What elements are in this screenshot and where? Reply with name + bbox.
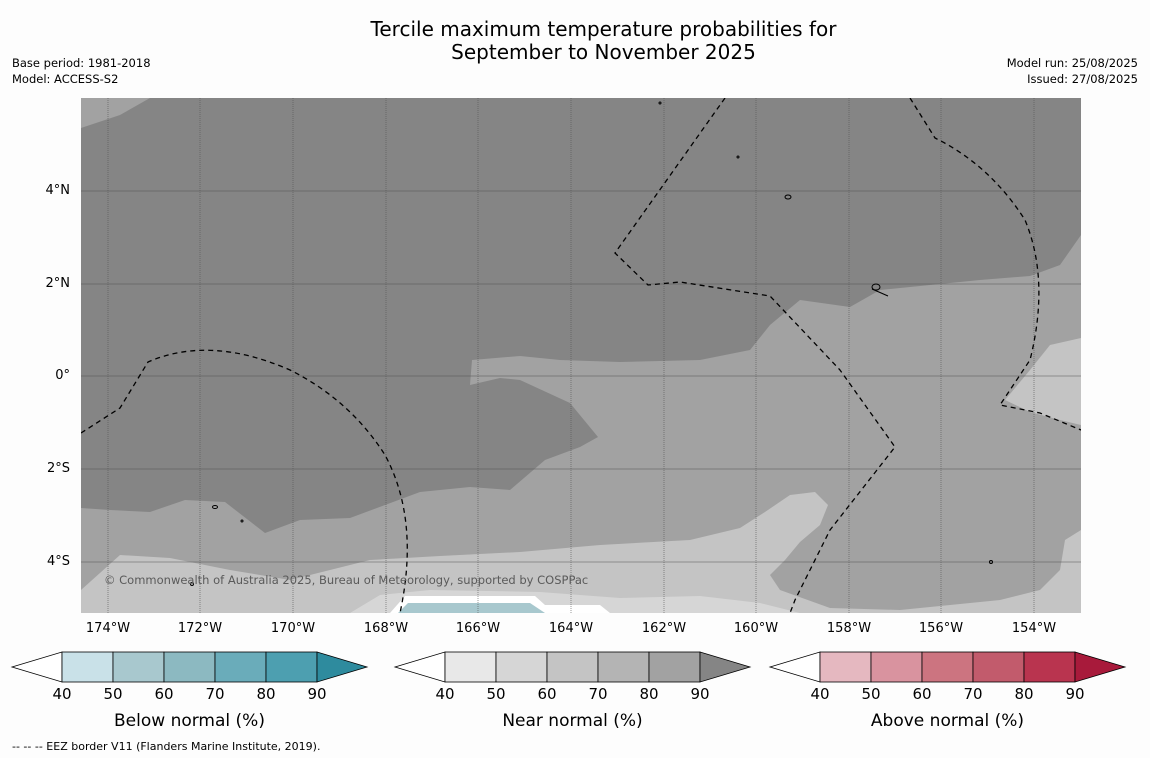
lon-label: 166°W xyxy=(455,621,501,636)
region-near-70 xyxy=(81,492,1081,613)
colorbar-segment xyxy=(495,651,548,683)
colorbar-segment xyxy=(112,651,165,683)
colorbar-tick-label: 90 xyxy=(307,685,326,703)
colorbar-tick-label: 70 xyxy=(588,685,607,703)
colorbar-segment xyxy=(265,651,318,683)
colorbar-tick-label: 80 xyxy=(639,685,658,703)
colorbar-title: Near normal (%) xyxy=(502,711,642,731)
lon-label: 154°W xyxy=(1011,621,1057,636)
colorbar-segment xyxy=(921,651,974,683)
model-text: Model: ACCESS-S2 xyxy=(12,72,119,86)
lat-label: 4°N xyxy=(45,183,71,198)
colorbar-segment xyxy=(870,651,923,683)
region-near-80-nw xyxy=(81,98,150,128)
colorbar-segment xyxy=(444,651,497,683)
region-near-80 xyxy=(81,235,1081,613)
region-near-70-east xyxy=(1005,338,1081,425)
colorbar-low-arrow xyxy=(768,651,821,683)
title-line-1: Tercile maximum temperature probabilitie… xyxy=(370,17,837,41)
base-period-text: Base period: 1981-2018 xyxy=(12,56,151,70)
colorbar-2: 40 50 60 70 80 90 Above normal (%) xyxy=(768,651,1127,731)
colorbar-tick-label: 50 xyxy=(103,685,122,703)
lat-label: 2°N xyxy=(45,276,71,291)
meta-left: Base period: 1981-2018 Model: ACCESS-S2 xyxy=(12,55,151,87)
lat-label: 2°S xyxy=(46,461,70,476)
colorbar-segment xyxy=(972,651,1025,683)
colorbar-tick-label: 40 xyxy=(435,685,454,703)
title-line-2: September to November 2025 xyxy=(451,40,756,64)
colorbar-tick-label: 40 xyxy=(52,685,71,703)
eez-borders xyxy=(81,98,1081,613)
lon-label: 164°W xyxy=(548,621,594,636)
colorbar-segment xyxy=(163,651,216,683)
colorbar-segment xyxy=(1023,651,1076,683)
colorbar-tick-label: 60 xyxy=(537,685,556,703)
colorbar-tick-label: 60 xyxy=(154,685,173,703)
model-run-text: Model run: 25/08/2025 xyxy=(1006,56,1138,70)
colorbar-title: Above normal (%) xyxy=(871,711,1024,731)
colorbar-1: 40 50 60 70 80 90 Near normal (%) xyxy=(393,651,752,731)
colorbar-segment xyxy=(819,651,872,683)
colorbar-segment xyxy=(597,651,650,683)
colorbar-tick-label: 70 xyxy=(205,685,224,703)
lon-label: 168°W xyxy=(363,621,409,636)
colorbar-high-arrow xyxy=(316,651,369,683)
colorbar-tick-label: 40 xyxy=(810,685,829,703)
colorbar-high-arrow xyxy=(699,651,752,683)
colorbar-tick-label: 50 xyxy=(861,685,880,703)
map-title: Tercile maximum temperature probabilitie… xyxy=(0,18,1150,64)
colorbar-0: 40 50 60 70 80 90 Below normal (%) xyxy=(10,651,369,731)
issued-text: Issued: 27/08/2025 xyxy=(1027,72,1138,86)
lon-label: 170°W xyxy=(270,621,316,636)
colorbar-low-arrow xyxy=(393,651,446,683)
meta-right: Model run: 25/08/2025 Issued: 27/08/2025 xyxy=(1007,55,1138,87)
lon-label: 160°W xyxy=(733,621,779,636)
colorbar-segment xyxy=(61,651,114,683)
colorbar-title: Below normal (%) xyxy=(114,711,265,731)
lat-label: 4°S xyxy=(46,554,70,569)
colorbar-tick-label: 80 xyxy=(256,685,275,703)
colorbar-tick-label: 90 xyxy=(1065,685,1084,703)
lon-label: 172°W xyxy=(177,621,223,636)
islands xyxy=(190,101,993,586)
colorbar-tick-label: 80 xyxy=(1014,685,1033,703)
lat-label: 0° xyxy=(55,368,70,383)
colorbar-tick-label: 70 xyxy=(963,685,982,703)
colorbar-high-arrow xyxy=(1074,651,1127,683)
colorbar-low-arrow xyxy=(10,651,63,683)
lon-label: 156°W xyxy=(918,621,964,636)
lon-label: 158°W xyxy=(826,621,872,636)
region-below-60 xyxy=(398,603,545,613)
colorbar-segment xyxy=(648,651,701,683)
colorbar-segment xyxy=(214,651,267,683)
colorbar-segment xyxy=(546,651,599,683)
colorbar-tick-label: 90 xyxy=(690,685,709,703)
colorbar-tick-label: 50 xyxy=(486,685,505,703)
copyright-text: © Commonwealth of Australia 2025, Bureau… xyxy=(104,573,588,587)
colorbar-tick-label: 60 xyxy=(912,685,931,703)
eez-footnote: -- -- -- EEZ border V11 (Flanders Marine… xyxy=(12,740,321,753)
lon-label: 162°W xyxy=(641,621,687,636)
lon-label: 174°W xyxy=(85,621,131,636)
